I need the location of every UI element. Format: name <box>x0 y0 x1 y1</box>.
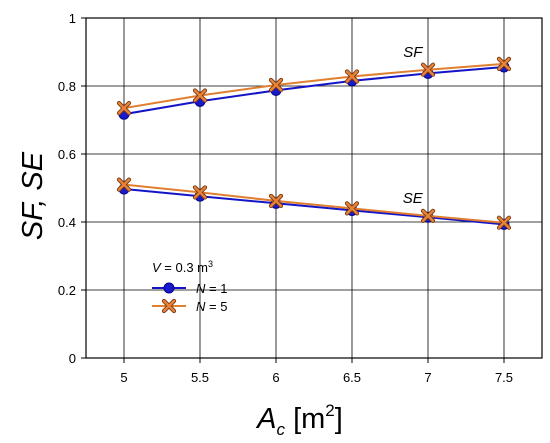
data-point <box>345 70 359 83</box>
y-axis-title: SF, SE <box>17 151 49 240</box>
annotations: SF SE <box>403 44 424 207</box>
x-tick-label: 7.5 <box>495 370 513 385</box>
y-tick-label: 0.6 <box>58 147 76 162</box>
legend-title-sup: 3 <box>208 259 213 269</box>
legend-item-n5: N = 5 <box>152 298 227 314</box>
series-line <box>123 188 505 226</box>
legend: V = 0.3 m3N = 1N = 5 <box>152 259 227 314</box>
y-axis: 0 0.2 0.4 0.6 0.8 1 <box>58 11 86 366</box>
annotation-sf: SF <box>403 44 423 61</box>
data-point <box>193 89 207 102</box>
data-point <box>269 194 283 208</box>
y-tick-label: 0 <box>69 351 76 366</box>
grid <box>86 18 542 358</box>
x-axis: 5 5.5 6 6.5 7 7.5 <box>120 358 513 385</box>
data-point <box>117 101 131 115</box>
data-point <box>421 63 435 76</box>
legend-label: N = 5 <box>196 299 227 314</box>
x-tick-label: 6 <box>272 370 279 385</box>
plot-frame <box>85 17 543 359</box>
series-sf-n1 <box>118 61 510 120</box>
legend-title-eq: = 0.3 m <box>161 260 208 275</box>
x-tick-label: 5.5 <box>191 370 209 385</box>
legend-label: N = 1 <box>196 281 227 296</box>
series-layer <box>116 56 512 230</box>
data-point <box>269 78 283 92</box>
data-point <box>193 186 207 199</box>
legend-title-var: V <box>152 260 162 275</box>
data-point <box>345 202 359 215</box>
series-line <box>123 66 505 116</box>
x-axis-title-unit: [m <box>285 403 325 435</box>
legend-label-val: = 5 <box>205 299 227 314</box>
data-point <box>163 282 175 294</box>
annotation-se: SE <box>403 190 424 207</box>
x-axis-title-unit-close: ] <box>335 403 343 435</box>
x-axis-title: Ac [m2] <box>255 401 343 439</box>
legend-label-var: N <box>196 281 206 296</box>
x-tick-label: 5 <box>120 370 127 385</box>
y-tick-label: 0.2 <box>58 283 76 298</box>
data-point <box>162 299 176 313</box>
series-line <box>123 183 505 224</box>
y-tick-label: 1 <box>69 11 76 26</box>
data-point <box>497 216 511 229</box>
legend-label-val: = 1 <box>205 281 227 296</box>
data-point <box>117 178 131 191</box>
x-axis-title-unit-sup: 2 <box>325 401 334 420</box>
y-tick-label: 0.8 <box>58 79 76 94</box>
y-tick-label: 0.4 <box>58 215 76 230</box>
series-se-n5 <box>116 177 512 230</box>
data-point <box>421 209 435 223</box>
legend-item-n1: N = 1 <box>152 281 227 296</box>
data-point <box>497 57 511 71</box>
x-tick-label: 6.5 <box>343 370 361 385</box>
x-axis-title-sub: c <box>277 420 286 439</box>
series-sf-n5 <box>116 56 512 116</box>
x-tick-label: 7 <box>424 370 431 385</box>
legend-label-var: N <box>196 299 206 314</box>
legend-title: V = 0.3 m3 <box>152 259 213 275</box>
x-axis-title-main: A <box>255 403 276 435</box>
series-line <box>123 62 505 110</box>
